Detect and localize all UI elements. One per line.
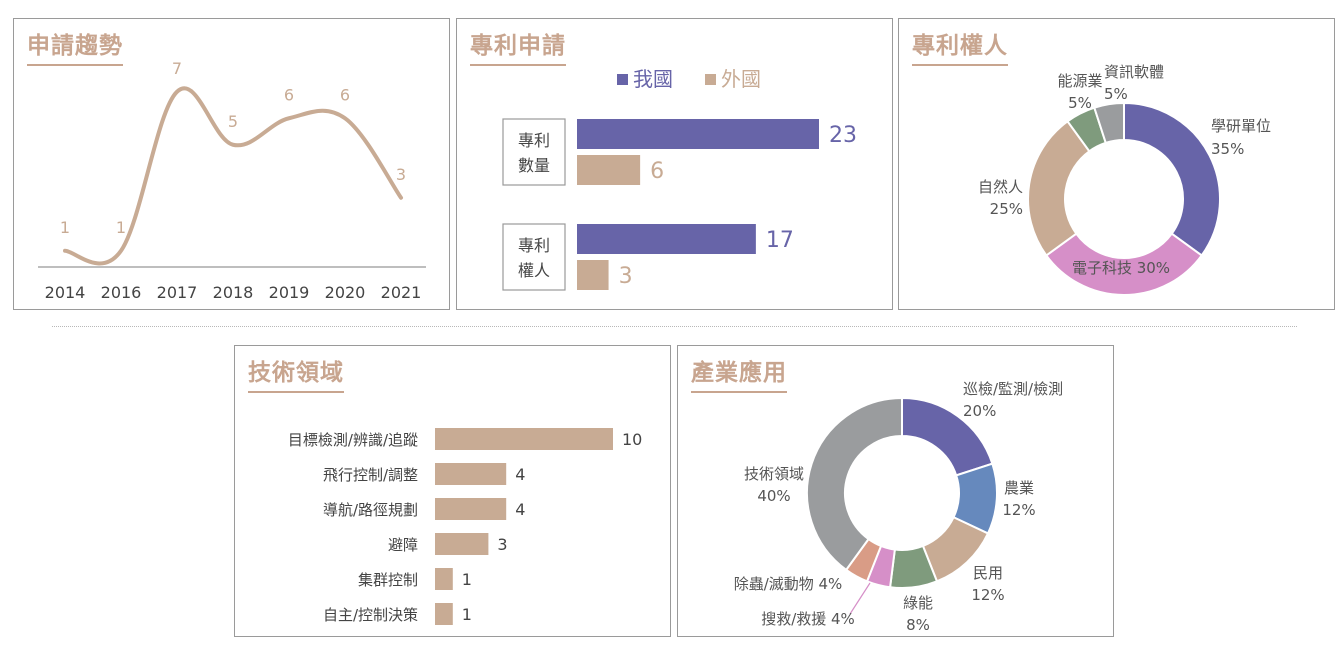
patentee-slice bbox=[1123, 101, 1221, 257]
category-label-box bbox=[502, 118, 566, 186]
industry-label: 農業 bbox=[1004, 479, 1034, 497]
application-bar-value: 23 bbox=[829, 123, 857, 148]
trend-tick-label: 2019 bbox=[269, 283, 310, 302]
tech-bar-value: 1 bbox=[462, 605, 472, 624]
patentee-title: 專利權人 bbox=[912, 29, 1008, 66]
application-bar bbox=[577, 119, 819, 149]
legend-label-foreign: 外國 bbox=[721, 67, 761, 91]
trend-tick-label: 2017 bbox=[157, 283, 198, 302]
patentee-value: 25% bbox=[990, 200, 1023, 218]
legend-swatch-domestic bbox=[617, 74, 628, 85]
application-panel: 專利申請 我國 外國 專利 數量 23 6 專利 權人 17 3 bbox=[456, 18, 893, 310]
tech-bar bbox=[435, 428, 613, 450]
category-label-line1: 專利 bbox=[518, 131, 550, 150]
patentee-label: 學研單位 bbox=[1211, 117, 1271, 135]
industry-value: 12% bbox=[971, 586, 1004, 604]
application-bar-value: 3 bbox=[619, 264, 633, 289]
trend-tick-label: 2014 bbox=[45, 283, 86, 302]
patentee-value: 5% bbox=[1068, 94, 1092, 112]
application-bar bbox=[577, 260, 609, 290]
tech-category-label: 目標檢測/辨識/追蹤 bbox=[288, 431, 418, 449]
application-bar-value: 6 bbox=[650, 159, 664, 184]
industry-label: 技術領域 bbox=[744, 465, 804, 483]
patentee-value: 5% bbox=[1104, 85, 1128, 103]
industry-title: 產業應用 bbox=[691, 356, 787, 393]
tech-bar bbox=[435, 533, 489, 555]
tech-bar bbox=[435, 568, 453, 590]
category-label-line2: 權人 bbox=[518, 261, 550, 280]
tech-bar-value: 10 bbox=[622, 430, 642, 449]
trend-tick-label: 2016 bbox=[101, 283, 142, 302]
industry-leader-line bbox=[849, 582, 871, 615]
tech-bar-value: 4 bbox=[515, 465, 525, 484]
trend-tick-label: 2018 bbox=[213, 283, 254, 302]
trend-data-label: 1 bbox=[116, 218, 126, 237]
tech-category-label: 集群控制 bbox=[358, 571, 418, 589]
trend-data-label: 3 bbox=[396, 165, 406, 184]
tech-bar bbox=[435, 498, 507, 520]
patentee-slice bbox=[1027, 119, 1091, 257]
industry-label: 除蟲/滅動物 4% bbox=[734, 575, 843, 593]
tech-category-label: 避障 bbox=[388, 536, 418, 554]
application-title: 專利申請 bbox=[470, 29, 566, 66]
category-label-line2: 數量 bbox=[518, 156, 550, 175]
patentee-slice bbox=[1044, 232, 1204, 296]
application-bar bbox=[577, 224, 756, 254]
trend-title: 申請趨勢 bbox=[27, 29, 123, 66]
tech-bar-value: 3 bbox=[497, 535, 507, 554]
patentee-slice bbox=[1093, 101, 1125, 145]
tech-bar-value: 1 bbox=[462, 570, 472, 589]
industry-value: 40% bbox=[757, 487, 790, 505]
trend-panel: 申請趨勢 1 2014 1 2016 7 2017 5 2018 6 2019 6 2020 3 2021 bbox=[13, 18, 450, 310]
patentee-label: 資訊軟體 bbox=[1104, 63, 1164, 81]
patentee-panel: 專利權人 學研單位 35% 電子科技 30% 自然人 25% 能源業 5% 資訊軟體 5% bbox=[898, 18, 1335, 310]
tech-chart: 目標檢測/辨識/追蹤 10 飛行控制/調整 4 導航/路徑規劃 4 避障 3 集群控制 1 自主/控… bbox=[288, 428, 642, 625]
tech-category-label: 導航/路徑規劃 bbox=[323, 501, 418, 519]
category-label-box bbox=[502, 223, 566, 291]
patentee-label: 能源業 bbox=[1057, 72, 1102, 90]
industry-panel: 產業應用 巡檢/監測/檢測 20% 農業 12% 民用 12% 綠能 8% 搜救/救援 4% 除蟲… bbox=[677, 345, 1114, 637]
industry-label: 綠能 bbox=[903, 594, 933, 612]
industry-label: 巡檢/監測/檢測 bbox=[963, 380, 1063, 398]
section-divider bbox=[52, 326, 1297, 327]
tech-bar-value: 4 bbox=[515, 500, 525, 519]
application-bar-value: 17 bbox=[766, 228, 794, 253]
industry-slice bbox=[806, 396, 903, 572]
tech-bar bbox=[435, 463, 507, 485]
industry-value: 20% bbox=[963, 402, 996, 420]
tech-bar bbox=[435, 603, 453, 625]
trend-data-label: 6 bbox=[340, 85, 350, 104]
tech-category-label: 自主/控制決策 bbox=[323, 606, 418, 624]
trend-tick-label: 2021 bbox=[381, 283, 422, 302]
trend-data-label: 1 bbox=[60, 218, 70, 237]
industry-value: 12% bbox=[1002, 501, 1035, 519]
tech-title: 技術領域 bbox=[248, 356, 344, 393]
trend-tick-label: 2020 bbox=[325, 283, 366, 302]
industry-label: 民用 bbox=[973, 564, 1003, 582]
industry-label: 搜救/救援 4% bbox=[761, 610, 855, 628]
trend-data-label: 5 bbox=[228, 112, 238, 131]
trend-data-label: 7 bbox=[172, 59, 182, 78]
category-label-line1: 專利 bbox=[518, 236, 550, 255]
patentee-label: 自然人 bbox=[978, 178, 1023, 196]
tech-category-label: 飛行控制/調整 bbox=[323, 466, 418, 484]
trend-chart: 1 2014 1 2016 7 2017 5 2018 6 2019 6 2020 3 2021 bbox=[38, 59, 426, 302]
application-bar bbox=[577, 155, 641, 185]
industry-chart: 巡檢/監測/檢測 20% 農業 12% 民用 12% 綠能 8% 搜救/救援 4% 除蟲/滅動物 … bbox=[734, 380, 1063, 634]
legend-label-domestic: 我國 bbox=[633, 67, 673, 91]
tech-panel: 技術領域 目標檢測/辨識/追蹤 10 飛行控制/調整 4 導航/路徑規劃 4 避障 3 集群控制… bbox=[234, 345, 671, 637]
trend-data-label: 6 bbox=[284, 85, 294, 104]
legend-swatch-foreign bbox=[705, 74, 716, 85]
patentee-value: 35% bbox=[1211, 140, 1244, 158]
trend-series-line bbox=[63, 86, 403, 266]
industry-value: 8% bbox=[906, 616, 930, 634]
patentee-label: 電子科技 30% bbox=[1072, 259, 1170, 277]
